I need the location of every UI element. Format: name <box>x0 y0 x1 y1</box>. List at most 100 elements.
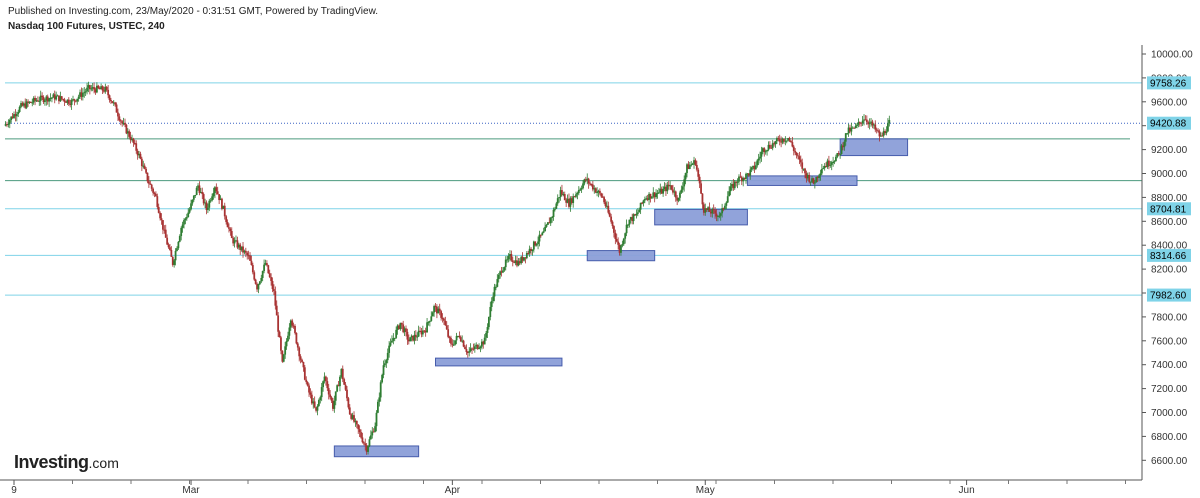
candle-body <box>816 176 819 178</box>
y-tick-label: 6600.00 <box>1151 456 1188 467</box>
candle-body <box>323 376 326 382</box>
candle-body <box>206 207 209 210</box>
candle-body <box>246 252 249 256</box>
candle-body <box>656 192 659 194</box>
candle-body <box>289 320 292 328</box>
candle-body <box>443 318 445 321</box>
y-tick-label: 7400.00 <box>1151 360 1188 371</box>
candle-body <box>65 101 67 103</box>
candle-body <box>719 213 722 216</box>
candle-body <box>773 143 776 145</box>
candle-body <box>576 193 579 195</box>
candle-body <box>228 227 230 229</box>
candle-body <box>632 214 635 222</box>
candle-body <box>275 305 278 316</box>
candle-body <box>818 175 820 178</box>
candle-body <box>156 196 159 207</box>
candle-body <box>379 382 382 398</box>
candle-body <box>551 216 554 218</box>
candle-body <box>346 389 348 399</box>
candle-body <box>36 100 39 102</box>
candle-body <box>587 178 590 184</box>
candle-body <box>645 198 648 200</box>
candle-body <box>875 129 878 131</box>
candle-body <box>778 139 781 142</box>
candle-body <box>583 179 586 184</box>
candle-body <box>486 327 489 333</box>
candle-body <box>178 236 181 242</box>
candle-body <box>303 367 306 380</box>
candle-body <box>309 392 312 395</box>
published-caption: Published on Investing.com, 23/May/2020 … <box>8 6 379 17</box>
candle-body <box>187 212 190 218</box>
candle-body <box>674 191 677 198</box>
candle-body <box>247 255 250 257</box>
candle-body <box>740 177 743 182</box>
candle-body <box>46 96 49 102</box>
candle-body <box>389 342 392 346</box>
candle-body <box>437 308 440 314</box>
candle-body <box>499 271 502 275</box>
candle-body <box>302 362 305 368</box>
y-tick-label: 9600.00 <box>1151 97 1188 108</box>
candle-body <box>879 135 882 137</box>
candle-body <box>282 354 285 362</box>
candle-body <box>271 280 274 290</box>
candle-body <box>749 169 752 176</box>
candle-body <box>281 350 284 362</box>
candle-body <box>733 181 736 189</box>
candle-body <box>579 189 582 191</box>
candle-body <box>55 96 58 100</box>
candle-body <box>188 209 191 213</box>
candle-body <box>70 100 73 105</box>
candle-body <box>714 210 716 214</box>
candle-body <box>641 202 643 204</box>
candle-body <box>771 143 774 149</box>
candle-body <box>650 196 653 199</box>
candle-body <box>237 244 240 248</box>
y-tick-label: 9000.00 <box>1151 169 1188 180</box>
candle-body <box>694 160 697 165</box>
candle-body <box>860 122 863 124</box>
candle-body <box>400 322 403 325</box>
candle-body <box>185 217 188 219</box>
candle-body <box>301 359 303 363</box>
candle-body <box>368 439 371 447</box>
candle-body <box>600 193 603 197</box>
candle-body <box>173 260 176 265</box>
candle-body <box>160 218 163 221</box>
candle-body <box>360 432 362 438</box>
candle-body <box>129 136 132 141</box>
candle-body <box>697 169 700 177</box>
candle-body <box>164 229 167 238</box>
candle-body <box>770 147 773 149</box>
candle-body <box>69 103 72 105</box>
candle-body <box>171 256 174 265</box>
candle-body <box>430 316 433 321</box>
price-tags-layer: 9758.26 8704.81 8314.66 7982.60 9420.88 <box>1147 76 1191 302</box>
candle-body <box>419 330 421 332</box>
candle-body <box>517 261 520 266</box>
candle-body <box>358 429 361 433</box>
candle-body <box>469 348 472 352</box>
y-tick-label: 8600.00 <box>1151 217 1188 228</box>
candle-body <box>131 138 133 141</box>
candle-body <box>520 256 523 264</box>
candle-body <box>100 86 103 90</box>
candle-body <box>753 165 756 170</box>
candle-body <box>448 336 451 338</box>
candle-body <box>471 348 473 350</box>
candle-body <box>423 330 426 332</box>
candle-body <box>244 250 247 253</box>
candle-body <box>660 188 663 194</box>
candle-body <box>625 224 628 234</box>
candle-body <box>10 116 13 120</box>
candle-body <box>659 188 662 193</box>
candle-body <box>190 203 192 210</box>
candle-body <box>681 186 684 190</box>
candle-body <box>858 122 861 124</box>
candle-body <box>478 347 480 349</box>
candle-body <box>464 346 466 349</box>
candle-body <box>132 138 135 144</box>
